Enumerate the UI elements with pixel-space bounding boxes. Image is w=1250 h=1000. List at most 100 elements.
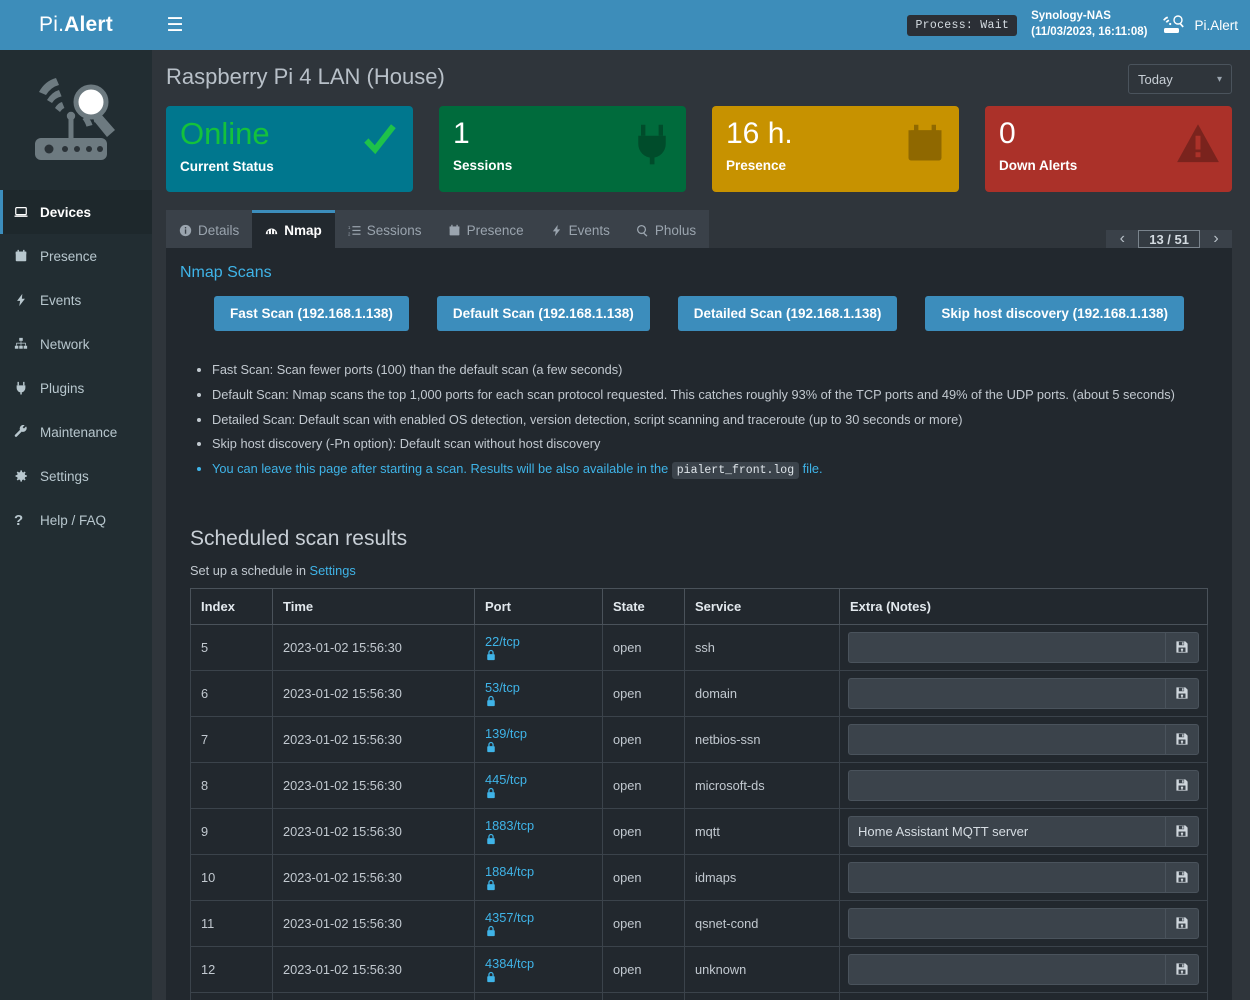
- tab-events[interactable]: Events: [536, 210, 623, 248]
- cell-index: 11: [190, 899, 273, 947]
- column-header: Time: [272, 587, 475, 625]
- stat-card-presence[interactable]: 16 h. Presence: [712, 106, 959, 192]
- table-row: 7 2023-01-02 15:56:30 139/tcp open netbios-s…: [190, 715, 1208, 763]
- topbar-brand[interactable]: Pi.Alert: [1161, 15, 1238, 35]
- period-select[interactable]: Today ▾: [1128, 64, 1232, 94]
- port-link[interactable]: 4357/tcp: [485, 909, 535, 925]
- note-input[interactable]: [848, 769, 1165, 801]
- tab-presence[interactable]: Presence: [434, 210, 537, 248]
- sidebar-item-settings[interactable]: Settings: [0, 454, 152, 498]
- pager-prev-button[interactable]: ‹: [1106, 230, 1139, 248]
- stat-card-value: Online: [180, 116, 270, 151]
- cell-extra-notes: [839, 669, 1208, 717]
- tab-label: Sessions: [366, 223, 422, 238]
- floppy-save-icon[interactable]: [1165, 815, 1199, 847]
- port-link[interactable]: 139/tcp: [485, 725, 527, 741]
- sidebar-item-devices[interactable]: Devices: [0, 190, 152, 234]
- floppy-save-icon[interactable]: [1165, 907, 1199, 939]
- plug-icon: [14, 381, 40, 395]
- tab-nmap[interactable]: Nmap: [252, 210, 335, 248]
- note-input[interactable]: [848, 723, 1165, 755]
- stat-card-sessions[interactable]: 1 Sessions: [439, 106, 686, 192]
- lock-icon: [485, 787, 592, 799]
- column-header: Index: [190, 587, 273, 625]
- note-input[interactable]: [848, 631, 1165, 663]
- table-row: 5 2023-01-02 15:56:30 22/tcp open ssh: [190, 623, 1208, 671]
- stat-card-current-status[interactable]: Online Current Status: [166, 106, 413, 192]
- port-link[interactable]: 1883/tcp: [485, 817, 535, 833]
- tab-label: Events: [568, 223, 610, 238]
- scan-help-item: Skip host discovery (-Pn option): Defaul…: [212, 435, 1220, 452]
- router-scan-icon: [1161, 15, 1187, 35]
- note-input[interactable]: [848, 907, 1165, 939]
- tab-pholus[interactable]: Pholus: [622, 210, 710, 248]
- floppy-save-icon[interactable]: [1165, 677, 1199, 709]
- floppy-save-icon[interactable]: [1165, 769, 1199, 801]
- cell-index: 9: [190, 807, 273, 855]
- floppy-save-icon[interactable]: [1165, 861, 1199, 893]
- cell-service: mqtt: [684, 807, 840, 855]
- floppy-save-icon[interactable]: [1165, 723, 1199, 755]
- cell-state: open: [602, 899, 685, 947]
- cell-state: open: [602, 991, 685, 1000]
- cell-time: 2023-01-02 15:56:30: [272, 945, 475, 993]
- scheduled-results-title: Scheduled scan results: [190, 526, 408, 550]
- column-header: State: [602, 587, 685, 625]
- cell-port: 53/tcp: [474, 669, 603, 717]
- port-link[interactable]: 445/tcp: [485, 771, 527, 787]
- port-link[interactable]: 22/tcp: [485, 633, 520, 649]
- cell-extra-notes: [839, 991, 1208, 1000]
- table-row: 10 2023-01-02 15:56:30 1884/tcp open idmaps: [190, 853, 1208, 901]
- port-link[interactable]: 4384/tcp: [485, 955, 535, 971]
- sidebar-item-help-faq[interactable]: ? Help / FAQ: [0, 498, 152, 542]
- nmap-section-title: Nmap Scans: [180, 264, 272, 281]
- sidebar-item-network[interactable]: Network: [0, 322, 152, 366]
- hamburger-icon[interactable]: ☰: [166, 14, 184, 36]
- calendar-icon: [903, 122, 947, 166]
- tab-sessions[interactable]: 1 2 Sessions: [334, 210, 435, 248]
- table-row: 6 2023-01-02 15:56:30 53/tcp open domain: [190, 669, 1208, 717]
- note-input[interactable]: [848, 953, 1165, 985]
- scan-button-1[interactable]: Default Scan (192.168.1.138): [436, 296, 650, 331]
- device-pager: ‹ 13 / 51 ›: [1106, 230, 1232, 248]
- column-header: Extra (Notes): [839, 587, 1208, 625]
- sidebar-item-maintenance[interactable]: Maintenance: [0, 410, 152, 454]
- note-editor: [848, 815, 1199, 847]
- cell-state: open: [602, 945, 685, 993]
- sitemap-icon: [14, 337, 40, 351]
- note-input[interactable]: [848, 677, 1165, 709]
- note-editor: [848, 769, 1199, 801]
- app-logo[interactable]: Pi. Alert: [0, 0, 152, 50]
- note-input[interactable]: [848, 861, 1165, 893]
- stat-card-down-alerts[interactable]: 0 Down Alerts: [985, 106, 1232, 192]
- stat-card-label: Current Status: [180, 158, 274, 174]
- sidebar-item-label: Maintenance: [40, 424, 118, 440]
- scan-button-2[interactable]: Detailed Scan (192.168.1.138): [677, 296, 898, 331]
- note-input[interactable]: [848, 815, 1165, 847]
- sidebar-item-events[interactable]: Events: [0, 278, 152, 322]
- cell-extra-notes: [839, 945, 1208, 993]
- cell-port: 1883/tcp: [474, 807, 603, 855]
- sidebar-item-presence[interactable]: Presence: [0, 234, 152, 278]
- cell-port: 22/tcp: [474, 623, 603, 671]
- floppy-save-icon[interactable]: [1165, 953, 1199, 985]
- tab-details[interactable]: Details: [166, 210, 253, 248]
- note-editor: [848, 723, 1199, 755]
- scan-button-3[interactable]: Skip host discovery (192.168.1.138): [925, 296, 1184, 331]
- cell-state: open: [602, 853, 685, 901]
- port-link[interactable]: 1884/tcp: [485, 863, 535, 879]
- cell-state: open: [602, 715, 685, 763]
- port-link[interactable]: 53/tcp: [485, 679, 520, 695]
- floppy-save-icon[interactable]: [1165, 631, 1199, 663]
- log-note-pre: You can leave this page after starting a…: [212, 461, 672, 477]
- sidebar-item-label: Plugins: [40, 380, 85, 396]
- svg-text:1: 1: [348, 225, 351, 230]
- scan-help-list: Fast Scan: Scan fewer ports (100) than t…: [212, 361, 1220, 480]
- pager-next-button[interactable]: ›: [1200, 230, 1232, 248]
- scan-button-0[interactable]: Fast Scan (192.168.1.138): [214, 296, 409, 331]
- settings-link[interactable]: Settings: [309, 562, 356, 578]
- scan-help-item: Detailed Scan: Default scan with enabled…: [212, 411, 1220, 428]
- scan-log-note[interactable]: You can leave this page after starting a…: [212, 460, 1220, 480]
- note-editor: [848, 631, 1199, 663]
- sidebar-item-plugins[interactable]: Plugins: [0, 366, 152, 410]
